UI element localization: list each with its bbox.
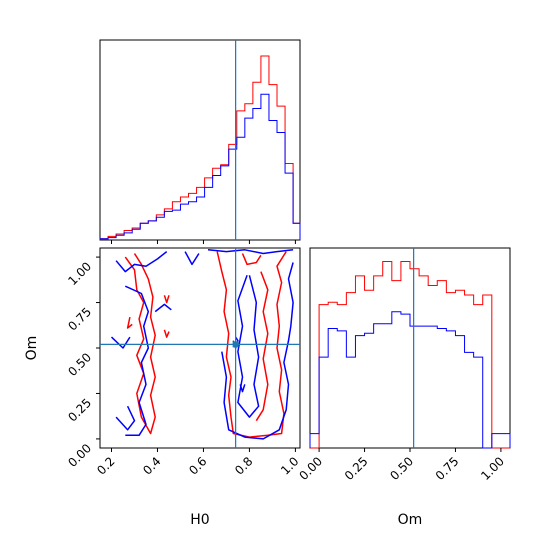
x-axis-label-om: Om xyxy=(398,512,423,528)
contour-blue-11 xyxy=(110,336,131,349)
contour-blue-14 xyxy=(221,262,294,440)
contour-blue-10 xyxy=(124,285,150,437)
om-x-tick-label: 0.50 xyxy=(387,454,416,483)
contour-red-0 xyxy=(124,253,156,435)
contour-blue-17 xyxy=(239,384,246,393)
om-x-tick-label: 0.25 xyxy=(342,454,371,483)
h0-tick-label: 0.6 xyxy=(186,454,209,477)
contour-blue-13 xyxy=(154,303,172,313)
om-histogram-series xyxy=(309,261,511,449)
om-y-tick-label: 0.75 xyxy=(65,305,94,334)
om-histogram-red xyxy=(310,261,510,449)
truth-marker xyxy=(232,341,239,348)
panel-h0-om-contour xyxy=(99,247,301,449)
om-x-tick-label: 0.75 xyxy=(433,454,462,483)
contour-red-5 xyxy=(126,316,133,329)
panel-h0-histogram xyxy=(99,39,301,241)
contour-series xyxy=(110,249,294,440)
contour-red-6 xyxy=(163,329,170,338)
om-histogram-blue xyxy=(309,311,511,449)
h0-tick-label: 0.2 xyxy=(94,454,117,477)
h0-tick-label: 0.4 xyxy=(140,454,163,477)
contour-blue-15 xyxy=(237,275,260,418)
om-y-tick-label: 0.25 xyxy=(65,396,94,425)
contour-blue-7 xyxy=(115,251,168,273)
x-axis-label-h0: H0 xyxy=(190,512,209,528)
om-y-tick-label: 0.50 xyxy=(65,350,94,379)
contour-blue-8 xyxy=(184,251,200,266)
contour-red-4 xyxy=(163,295,170,304)
om-y-tick-label: 1.00 xyxy=(65,259,94,288)
om-x-tick-label: 0.00 xyxy=(296,454,325,483)
contour-blue-12 xyxy=(115,405,136,431)
om-x-tick-label: 1.00 xyxy=(478,454,507,483)
contour-red-2 xyxy=(255,271,269,422)
truth-lines xyxy=(100,40,415,448)
panel-om-histogram xyxy=(309,247,511,449)
h0-histogram-blue xyxy=(99,93,301,240)
om-y-tick-label: 0.00 xyxy=(65,441,94,470)
y-axis-label-om: Om xyxy=(24,336,40,361)
h0-histogram-red xyxy=(99,55,301,240)
axis-ticks: 0.2 0.4 0.6 0.8 1.00.00 0.000.250.250.500.500… xyxy=(65,240,507,483)
contour-red-1 xyxy=(216,251,287,438)
h0-histogram-series xyxy=(99,55,301,240)
contour-blue-9 xyxy=(207,249,294,255)
h0-tick-label: 0.8 xyxy=(232,454,255,477)
contour-red-3 xyxy=(241,253,262,266)
